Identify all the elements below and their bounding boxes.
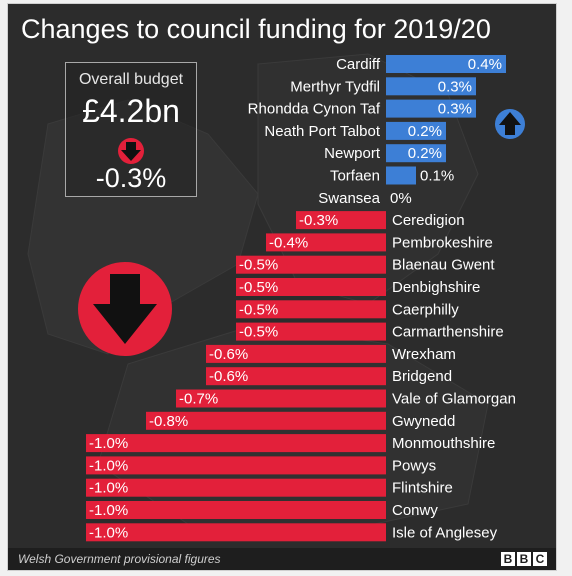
budget-label: Overall budget bbox=[78, 71, 184, 88]
category-label: Rhondda Cynon Taf bbox=[248, 101, 381, 118]
category-label: Pembrokeshire bbox=[392, 234, 493, 251]
data-label: -0.6% bbox=[209, 346, 248, 363]
bar bbox=[236, 300, 386, 319]
bar bbox=[206, 344, 386, 363]
infographic: Changes to council funding for 2019/20 O… bbox=[8, 4, 556, 570]
data-label: -1.0% bbox=[89, 435, 128, 452]
category-label: Bridgend bbox=[392, 368, 452, 385]
category-label: Caerphilly bbox=[392, 301, 459, 318]
data-label: -1.0% bbox=[89, 480, 128, 497]
down-arrow-icon bbox=[78, 262, 172, 356]
category-label: Blaenau Gwent bbox=[392, 257, 495, 274]
category-label: Torfaen bbox=[330, 168, 380, 185]
bar bbox=[176, 389, 386, 408]
bar bbox=[296, 211, 386, 230]
category-label: Merthyr Tydfil bbox=[290, 78, 380, 95]
bar bbox=[236, 278, 386, 296]
category-label: Gwynedd bbox=[392, 413, 455, 430]
source-footer: Welsh Government provisional figures B B… bbox=[8, 548, 556, 570]
up-arrow-shape bbox=[499, 112, 521, 135]
data-label: -0.6% bbox=[209, 368, 248, 385]
down-arrow-icon bbox=[118, 138, 144, 164]
bar bbox=[146, 411, 386, 430]
bar bbox=[236, 255, 386, 274]
bar bbox=[86, 456, 386, 475]
logo-block: B bbox=[517, 552, 531, 566]
category-label: Swansea bbox=[318, 190, 380, 207]
data-label: -0.3% bbox=[299, 212, 338, 229]
data-label: 0.3% bbox=[438, 101, 472, 118]
budget-change: -0.3% bbox=[95, 163, 167, 193]
budget-value: £4.2bn bbox=[82, 93, 180, 129]
overall-budget-box: Overall budget £4.2bn -0.3% bbox=[65, 62, 197, 197]
data-label: 0.3% bbox=[438, 78, 472, 95]
category-label: Carmarthenshire bbox=[392, 324, 504, 341]
data-label: -0.5% bbox=[239, 257, 278, 274]
bbc-logo: B B C bbox=[501, 552, 547, 566]
category-label: Powys bbox=[392, 457, 436, 474]
category-label: Conwy bbox=[392, 502, 438, 519]
bar bbox=[206, 367, 386, 386]
category-label: Neath Port Talbot bbox=[264, 123, 380, 140]
category-label: Cardiff bbox=[336, 56, 381, 73]
category-label: Ceredigion bbox=[392, 212, 465, 229]
category-label: Isle of Anglesey bbox=[392, 524, 498, 541]
data-label: -0.5% bbox=[239, 324, 278, 341]
logo-block: B bbox=[501, 552, 515, 566]
bar bbox=[266, 233, 386, 252]
data-label: -0.7% bbox=[179, 391, 218, 408]
category-label: Flintshire bbox=[392, 480, 453, 497]
category-label: Vale of Glamorgan bbox=[392, 391, 516, 408]
funding-change-bar-chart: Cardiff 0.4% Merthyr Tydfil 0.3% Rhondda Cyn… bbox=[78, 55, 525, 542]
bar bbox=[386, 99, 476, 118]
data-label: 0% bbox=[390, 190, 412, 207]
data-label: 0.2% bbox=[408, 145, 442, 162]
category-label: Monmouthshire bbox=[392, 435, 495, 452]
data-label: -0.5% bbox=[239, 301, 278, 318]
bar bbox=[386, 144, 446, 163]
bar bbox=[236, 322, 386, 341]
logo-block: C bbox=[533, 552, 547, 566]
category-label: Newport bbox=[324, 145, 381, 162]
data-label: 0.4% bbox=[468, 56, 502, 73]
category-label: Denbighshire bbox=[392, 279, 480, 296]
bar bbox=[86, 434, 386, 453]
bar bbox=[386, 77, 476, 96]
bar bbox=[386, 55, 506, 73]
data-label: -0.5% bbox=[239, 279, 278, 296]
bar bbox=[386, 121, 446, 140]
data-label: -1.0% bbox=[89, 502, 128, 519]
bar bbox=[86, 523, 386, 542]
chart-title: Changes to council funding for 2019/20 bbox=[21, 14, 491, 44]
data-label: -0.8% bbox=[149, 413, 188, 430]
data-label: -1.0% bbox=[89, 524, 128, 541]
bar bbox=[386, 166, 416, 185]
data-label: -1.0% bbox=[89, 457, 128, 474]
data-label: 0.1% bbox=[420, 168, 454, 185]
bar bbox=[86, 501, 386, 519]
data-label: -0.4% bbox=[269, 234, 308, 251]
category-label: Wrexham bbox=[392, 346, 456, 363]
bar bbox=[86, 478, 386, 497]
data-label: 0.2% bbox=[408, 123, 442, 140]
up-arrow-icon bbox=[495, 109, 525, 139]
down-arrow-shape bbox=[93, 274, 157, 344]
source-note: Welsh Government provisional figures bbox=[18, 552, 221, 566]
